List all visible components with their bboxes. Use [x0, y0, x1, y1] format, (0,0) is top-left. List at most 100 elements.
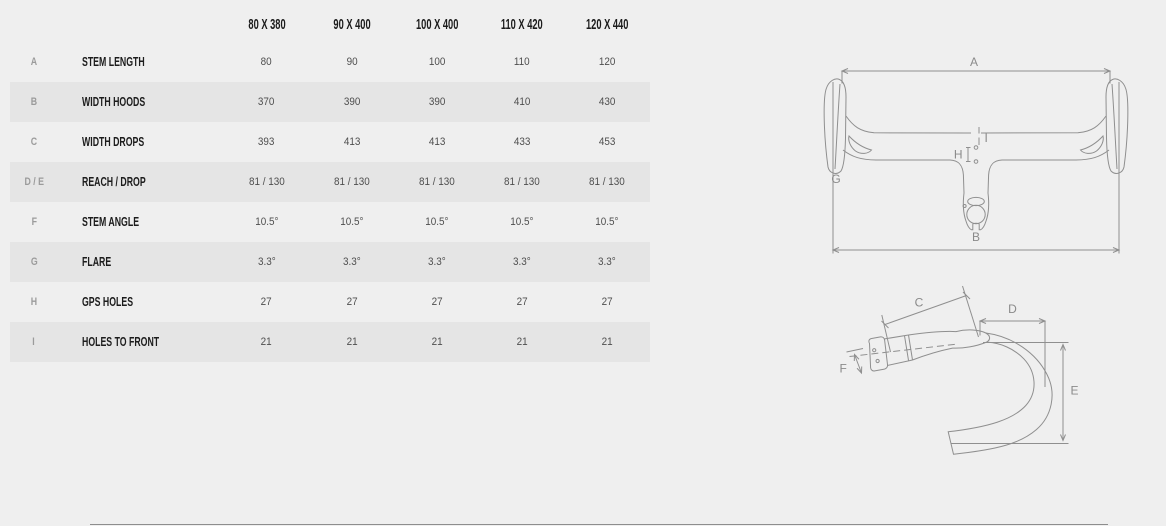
- row-value: 433: [513, 136, 531, 148]
- size-header-row: 80 X 380 90 X 400 100 X 400 110 X 420 12…: [10, 6, 650, 42]
- spec-row-f: F STEM ANGLE 10.5° 10.5° 10.5° 10.5° 10.5°: [10, 202, 650, 242]
- dim-d: [978, 318, 1047, 387]
- row-value: 370: [258, 96, 275, 108]
- row-value: 413: [428, 136, 446, 148]
- stem-clamp: [962, 192, 990, 231]
- stem-clamp-face: [868, 334, 913, 372]
- dim-label-i: I: [985, 131, 988, 145]
- row-value: 390: [343, 96, 361, 108]
- row-value: 110: [514, 56, 531, 68]
- gps-holes: [973, 145, 979, 164]
- stem-and-hood-profile: [908, 329, 991, 361]
- bar-front-edge-left: [845, 115, 972, 134]
- handlebar-top-view-diagram: A H I G B: [823, 55, 1129, 254]
- size-header: 110 X 420: [480, 16, 565, 33]
- row-value: 393: [258, 136, 275, 148]
- row-value: 81 / 130: [589, 176, 626, 188]
- drop-curve-profile: [947, 332, 1053, 455]
- row-value: 27: [601, 296, 613, 308]
- row-value: 81 / 130: [333, 176, 370, 188]
- row-label: GPS HOLES: [82, 295, 134, 309]
- spec-table: 80 X 380 90 X 400 100 X 400 110 X 420 12…: [10, 6, 650, 362]
- bar-rear-edge-right: [987, 149, 1110, 194]
- row-value: 21: [516, 336, 528, 348]
- row-value: 120: [599, 56, 616, 68]
- size-header-label: 100 X 400: [415, 15, 459, 33]
- row-value: 10.5°: [510, 216, 534, 228]
- bar-front-edge-right: [980, 115, 1107, 134]
- row-label: STEM LENGTH: [82, 55, 145, 69]
- row-value: 21: [346, 336, 358, 348]
- size-header-label: 120 X 440: [586, 15, 629, 33]
- dim-label-b: B: [972, 230, 980, 244]
- size-header: 100 X 400: [394, 16, 479, 33]
- row-letter: C: [30, 136, 38, 148]
- row-value: 21: [601, 336, 613, 348]
- bar-rear-edge-left: [842, 149, 965, 194]
- size-header: 90 X 400: [309, 16, 394, 33]
- row-value: 3.3°: [428, 256, 446, 268]
- row-value: 27: [431, 296, 443, 308]
- row-letter: A: [30, 56, 38, 68]
- right-drop-blade: [1105, 78, 1129, 174]
- row-value: 3.3°: [342, 256, 361, 268]
- dim-label-f: F: [840, 362, 847, 376]
- row-letter: F: [31, 216, 37, 228]
- row-value: 90: [346, 56, 358, 68]
- row-letter: G: [30, 256, 38, 268]
- row-value: 100: [428, 56, 446, 68]
- row-value: 21: [261, 336, 273, 348]
- row-value: 3.3°: [513, 256, 532, 268]
- dim-label-a: A: [970, 55, 978, 69]
- row-value: 80: [261, 56, 273, 68]
- dim-label-e: E: [1071, 384, 1079, 398]
- left-lever: [848, 134, 873, 154]
- dim-label-d: D: [1008, 302, 1017, 316]
- row-value: 10.5°: [254, 216, 279, 228]
- size-header: 80 X 380: [224, 16, 309, 33]
- dim-label-g: G: [831, 172, 840, 186]
- row-label: REACH / DROP: [82, 175, 146, 189]
- row-value: 10.5°: [340, 216, 364, 228]
- size-header-label: 90 X 400: [333, 15, 371, 33]
- spec-row-c: C WIDTH DROPS 393 413 413 433 453: [10, 122, 650, 162]
- size-header: 120 X 440: [565, 16, 650, 33]
- row-value: 81 / 130: [419, 176, 455, 188]
- row-value: 27: [346, 296, 358, 308]
- row-letter: H: [30, 296, 38, 308]
- dim-h: [966, 147, 971, 162]
- dim-f: [846, 348, 864, 375]
- row-letter: I: [32, 336, 36, 348]
- spec-row-a: A STEM LENGTH 80 90 100 110 120: [10, 42, 650, 82]
- row-value: 27: [516, 296, 528, 308]
- left-drop-blade: [823, 78, 847, 174]
- dim-label-h: H: [954, 148, 963, 162]
- row-value: 390: [428, 96, 446, 108]
- row-label: WIDTH HOODS: [82, 95, 146, 109]
- row-letter: D / E: [24, 176, 44, 188]
- handlebar-side-view-diagram: C D E F: [840, 285, 1079, 455]
- spec-row-de: D / E REACH / DROP 81 / 130 81 / 130 81 / 13…: [10, 162, 650, 202]
- spec-row-b: B WIDTH HOODS 370 390 390 410 430: [10, 82, 650, 122]
- dim-c: [881, 285, 979, 353]
- row-value: 413: [343, 136, 361, 148]
- row-value: 3.3°: [598, 256, 617, 268]
- size-header-label: 110 X 420: [501, 15, 544, 33]
- row-label: WIDTH DROPS: [82, 135, 145, 149]
- row-value: 81 / 130: [248, 176, 285, 188]
- spec-row-i: I HOLES TO FRONT 21 21 21 21 21: [10, 322, 650, 362]
- spec-row-g: G FLARE 3.3° 3.3° 3.3° 3.3° 3.3°: [10, 242, 650, 282]
- right-lever: [1079, 134, 1104, 154]
- row-label: STEM ANGLE: [82, 215, 140, 229]
- row-value: 10.5°: [595, 216, 619, 228]
- dim-e: [950, 342, 1069, 444]
- row-value: 10.5°: [425, 216, 449, 228]
- row-label: HOLES TO FRONT: [82, 335, 160, 349]
- size-header-label: 80 X 380: [247, 15, 286, 33]
- row-value: 410: [513, 96, 531, 108]
- stem-centerline: [849, 343, 959, 357]
- row-label: FLARE: [82, 255, 112, 269]
- row-value: 3.3°: [257, 256, 276, 268]
- spec-row-h: H GPS HOLES 27 27 27 27 27: [10, 282, 650, 322]
- row-value: 81 / 130: [504, 176, 541, 188]
